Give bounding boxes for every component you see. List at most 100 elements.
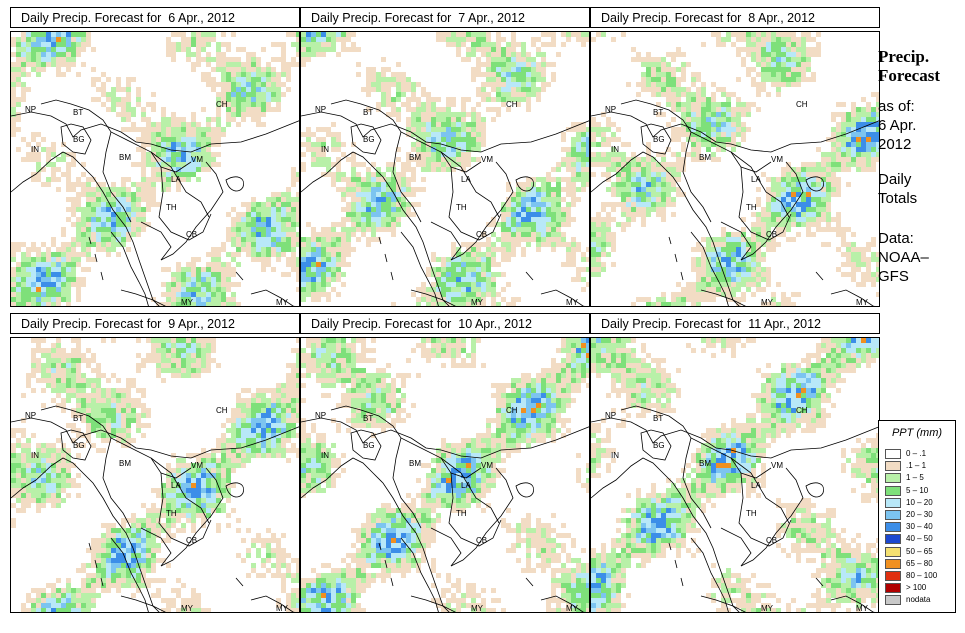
forecast-panel-apr7: Daily Precip. Forecast for 7 Apr., 2012 … — [300, 7, 590, 307]
country-label: ID — [451, 611, 459, 613]
map-boundary — [235, 577, 244, 587]
country-label: TH — [746, 203, 757, 212]
country-label: ID — [873, 611, 880, 613]
panel-title: Daily Precip. Forecast for 6 Apr., 2012 — [10, 7, 300, 28]
country-label: BG — [653, 135, 665, 144]
panel-title: Daily Precip. Forecast for 9 Apr., 2012 — [10, 313, 300, 334]
map-boundary — [740, 467, 804, 567]
country-label: IN — [611, 451, 619, 460]
asof-date: 6 Apr. — [878, 117, 917, 134]
country-label: ID — [293, 305, 300, 307]
map-boundary — [400, 537, 439, 612]
map-boundary — [392, 437, 422, 529]
map-boundary — [110, 231, 149, 306]
map-boundary — [110, 537, 149, 612]
map-boundary — [805, 482, 824, 498]
country-label: VM — [481, 461, 493, 470]
legend-label: 30 – 40 — [906, 522, 933, 532]
side-title-line: Forecast — [878, 66, 940, 85]
legend-swatch — [885, 571, 901, 581]
map-boundary — [11, 111, 299, 153]
legend-label: 10 – 20 — [906, 497, 933, 507]
country-label: BM — [699, 153, 711, 162]
map-boundary — [591, 417, 879, 459]
country-label: NP — [605, 105, 616, 114]
map-boundary — [60, 123, 92, 155]
country-label: BG — [363, 135, 375, 144]
country-label: CB — [476, 230, 487, 239]
forecast-panel-apr8: Daily Precip. Forecast for 8 Apr., 2012 … — [590, 7, 880, 307]
map-boundary — [668, 542, 684, 587]
map-boundary — [378, 542, 394, 587]
legend-label: nodata — [906, 595, 931, 605]
country-label: MY — [471, 604, 484, 613]
country-label: LA — [751, 175, 761, 184]
country-label: CH — [216, 100, 228, 109]
map-boundary — [150, 457, 210, 524]
country-label: BT — [363, 414, 373, 423]
precip-map: NP BT BG IN BM CH VM LA TH CB MY MY ID ID — [300, 31, 590, 307]
country-label: MY — [566, 298, 579, 307]
country-label: MY — [566, 604, 579, 613]
country-label: TH — [456, 509, 467, 518]
asof-label: as of: — [878, 98, 915, 115]
country-label: CB — [766, 536, 777, 545]
forecast-panel-apr10: Daily Precip. Forecast for 10 Apr., 2012… — [300, 313, 590, 613]
panel-title: Daily Precip. Forecast for 8 Apr., 2012 — [590, 7, 880, 28]
country-label: BT — [73, 108, 83, 117]
legend-swatch — [885, 522, 901, 533]
map-boundary — [11, 151, 160, 306]
country-label: LA — [461, 175, 471, 184]
map-boundary — [682, 437, 712, 529]
country-label: VM — [771, 461, 783, 470]
country-label: ID — [293, 611, 300, 613]
legend-swatch — [885, 485, 901, 496]
map-boundary — [450, 467, 482, 479]
map-boundary — [301, 457, 450, 612]
legend-label: 50 – 65 — [906, 546, 933, 556]
country-label: CB — [186, 230, 197, 239]
country-label: ID — [451, 305, 459, 307]
legend-swatch — [885, 558, 901, 569]
country-label: LA — [751, 481, 761, 490]
country-label: MY — [856, 298, 869, 307]
map-boundary — [410, 289, 456, 306]
legend-label: .1 – 1 — [906, 461, 927, 471]
map-boundary — [540, 595, 585, 612]
precip-legend: PPT (mm) 0 – .1 .1 – 1 1 – 5 5 – 10 10 – 20 2… — [878, 420, 956, 613]
country-label: BM — [409, 153, 421, 162]
map-boundary — [740, 467, 772, 479]
legend-swatch — [885, 473, 901, 484]
map-boundary — [720, 221, 752, 261]
country-label: LA — [171, 481, 181, 490]
country-label: MY — [761, 604, 774, 613]
country-label: VM — [771, 155, 783, 164]
country-label: BG — [73, 441, 85, 450]
country-label: TH — [166, 203, 177, 212]
country-label: VM — [191, 155, 203, 164]
country-label: IN — [611, 145, 619, 154]
map-boundary — [690, 537, 729, 612]
country-label: BT — [653, 108, 663, 117]
side-title: Precip. Forecast — [878, 47, 963, 85]
map-boundary — [250, 595, 295, 612]
forecast-panel-apr11: Daily Precip. Forecast for 11 Apr., 2012… — [590, 313, 880, 613]
legend-swatch — [885, 583, 901, 594]
totals-label: Totals — [878, 190, 918, 207]
country-label: IN — [31, 145, 39, 154]
map-boundary — [640, 429, 672, 461]
map-boundary — [150, 151, 210, 218]
country-label: ID — [583, 305, 590, 307]
legend-swatch — [885, 497, 901, 508]
map-boundary — [11, 417, 299, 459]
country-label: IN — [321, 451, 329, 460]
daily-label: Daily — [878, 171, 912, 188]
country-label: NP — [315, 105, 326, 114]
country-label: CH — [506, 100, 518, 109]
data-source: NOAA– — [878, 249, 929, 266]
country-label: BG — [363, 441, 375, 450]
country-label: IN — [321, 145, 329, 154]
map-boundary — [640, 123, 672, 155]
map-boundary — [160, 467, 224, 567]
map-boundary — [450, 161, 482, 173]
